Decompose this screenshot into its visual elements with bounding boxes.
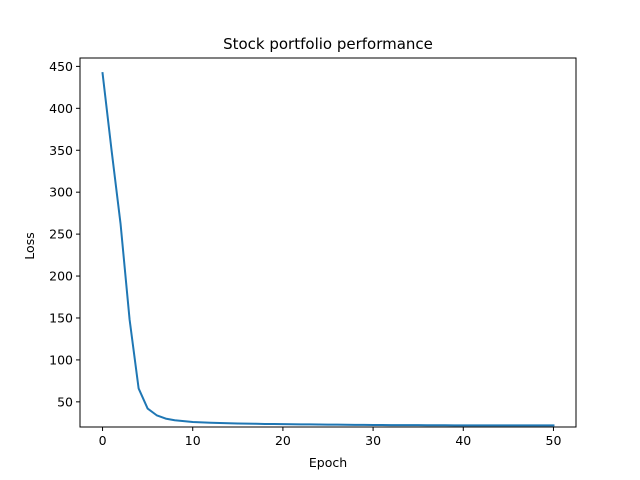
- x-tick-label: 10: [185, 433, 201, 448]
- axes-frame: [79, 57, 577, 428]
- y-tick-label: 300: [49, 185, 73, 200]
- plot-area: 0 10 20 30 40 50 50 100 150 200 250 300 350 400 450: [49, 57, 577, 448]
- y-tick-label: 400: [49, 101, 73, 116]
- y-tick-label: 100: [49, 352, 73, 367]
- y-tick-label: 450: [49, 59, 73, 74]
- y-tick-label: 250: [49, 227, 73, 242]
- y-tick-label: 50: [57, 394, 73, 409]
- x-tick-label: 0: [99, 433, 107, 448]
- x-tick-label: 40: [455, 433, 471, 448]
- series-line-0: [101, 71, 555, 427]
- x-tick-label: 50: [546, 433, 562, 448]
- x-axis-label: Epoch: [309, 455, 347, 470]
- y-tick-label: 150: [49, 310, 73, 325]
- x-tick-label: 20: [275, 433, 291, 448]
- y-tick-label: 200: [49, 269, 73, 284]
- x-tick-label: 30: [365, 433, 381, 448]
- y-axis-label: Loss: [22, 232, 37, 259]
- chart-title: Stock portfolio performance: [223, 35, 433, 53]
- y-tick-label: 350: [49, 143, 73, 158]
